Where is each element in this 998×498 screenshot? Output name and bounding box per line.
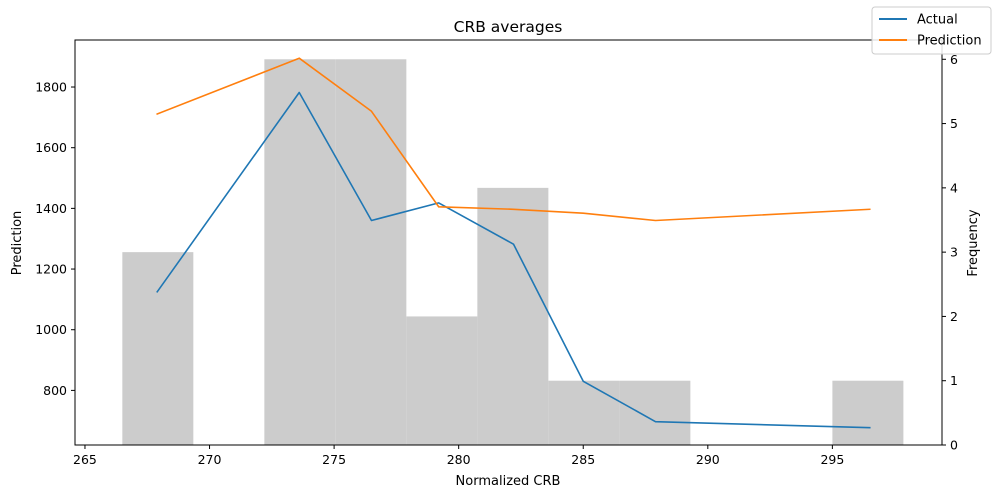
histogram-bar-6 <box>548 380 620 445</box>
histogram-bars <box>122 59 904 446</box>
series-line-actual <box>156 91 871 429</box>
histogram-bar-0 <box>122 252 194 445</box>
y-axis-ticks: 800 1000 1200 1400 1600 1800 <box>35 80 75 398</box>
histogram-bar-4 <box>406 316 478 445</box>
y2-tick-label: 3 <box>950 245 958 260</box>
histogram-bar-2 <box>264 59 336 446</box>
series-line-prediction <box>156 57 871 222</box>
x-axis-ticks: 265 270 275 280 285 290 295 <box>73 445 844 467</box>
series-lines <box>156 57 871 429</box>
y-tick-label: 1600 <box>35 140 67 155</box>
x-tick-label: 280 <box>447 452 471 467</box>
y2-tick-label: 1 <box>950 373 958 388</box>
legend-label-actual: Actual <box>917 13 958 28</box>
y2-axis-label: Frequency <box>966 209 981 276</box>
y-axis-label: Prediction <box>10 211 25 276</box>
y2-tick-label: 2 <box>950 309 958 324</box>
y-tick-label: 800 <box>43 383 67 398</box>
chart-title: CRB averages <box>454 18 563 36</box>
x-tick-label: 270 <box>198 452 222 467</box>
x-tick-label: 285 <box>571 452 595 467</box>
plot-frame <box>74 39 943 446</box>
y2-tick-label: 0 <box>950 438 958 453</box>
y2-tick-label: 4 <box>950 180 958 195</box>
y2-tick-label: 6 <box>950 52 958 67</box>
y-tick-label: 1000 <box>35 322 67 337</box>
y-tick-label: 1800 <box>35 80 67 95</box>
legend: Actual Prediction <box>871 6 992 55</box>
y-tick-label: 1400 <box>35 201 67 216</box>
histogram-bar-10 <box>832 380 904 445</box>
x-tick-label: 290 <box>696 452 720 467</box>
legend-label-prediction: Prediction <box>917 34 982 49</box>
histogram-bar-7 <box>619 380 691 445</box>
histogram-bar-3 <box>335 59 407 446</box>
y2-axis-ticks: 0 1 2 3 4 5 6 <box>942 52 958 453</box>
y-tick-label: 1200 <box>35 262 67 277</box>
y2-tick-label: 5 <box>950 116 958 131</box>
x-axis-label: Normalized CRB <box>456 474 561 489</box>
x-tick-label: 265 <box>73 452 97 467</box>
x-tick-label: 295 <box>820 452 844 467</box>
x-tick-label: 275 <box>322 452 346 467</box>
histogram-bar-5 <box>477 187 549 445</box>
